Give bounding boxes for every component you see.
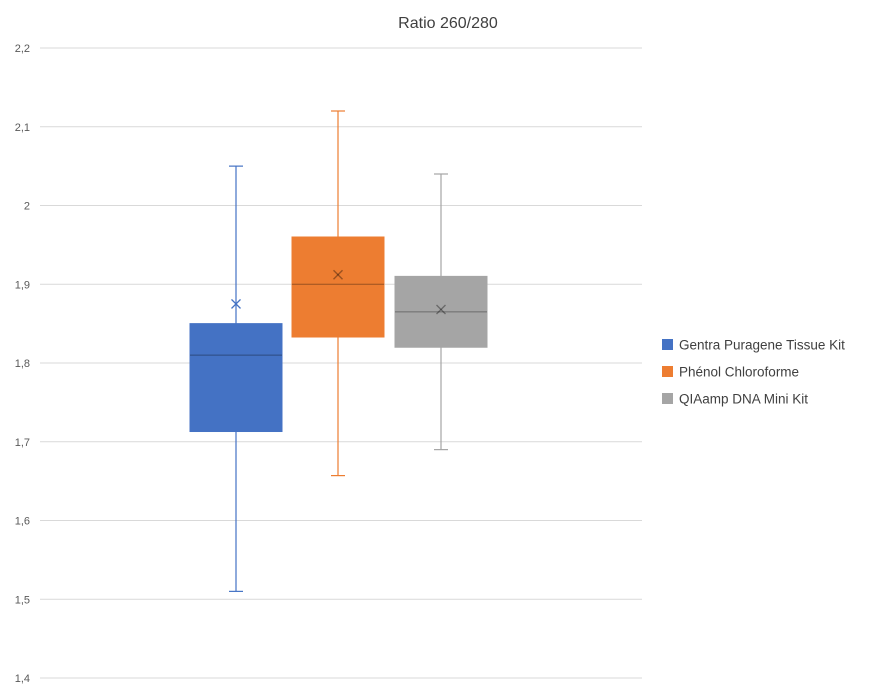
mean-marker <box>333 269 343 280</box>
iqr-box <box>394 275 488 348</box>
y-tick-label: 1,6 <box>15 516 30 528</box>
y-tick-label: 1,5 <box>15 594 30 606</box>
mean-marker <box>231 298 241 309</box>
mean-marker <box>436 304 446 315</box>
legend-label: QIAamp DNA Mini Kit <box>679 392 808 407</box>
box-series-2 <box>291 110 385 477</box>
box-series-3 <box>394 173 488 451</box>
legend-item: Gentra Puragene Tissue Kit <box>662 338 845 353</box>
y-tick-label: 1,9 <box>15 279 30 291</box>
iqr-box <box>189 323 283 433</box>
legend: Gentra Puragene Tissue Kit Phénol Chlorof… <box>662 338 845 407</box>
mean-marker-stroke <box>333 269 343 280</box>
y-axis-tick-labels: 1,4 1,5 1,6 1,7 1,8 1,9 2 2,1 2,2 <box>15 43 30 685</box>
mean-marker-stroke <box>231 298 241 309</box>
legend-item: QIAamp DNA Mini Kit <box>662 392 808 407</box>
mean-marker-stroke <box>333 269 343 280</box>
mean-marker-stroke <box>436 304 446 315</box>
legend-swatch <box>662 339 673 350</box>
legend-swatch <box>662 366 673 377</box>
box-series-layer <box>189 110 488 592</box>
y-tick-label: 1,4 <box>15 673 30 685</box>
legend-swatch <box>662 393 673 404</box>
chart-title: Ratio 260/280 <box>398 15 498 32</box>
y-tick-label: 2,1 <box>15 122 30 134</box>
gridlines <box>40 47 642 679</box>
box-series-1 <box>189 165 283 592</box>
y-tick-label: 2 <box>24 201 30 213</box>
legend-label: Phénol Chloroforme <box>679 365 799 380</box>
mean-marker-stroke <box>436 304 446 315</box>
legend-label: Gentra Puragene Tissue Kit <box>679 338 845 353</box>
iqr-box <box>291 236 385 338</box>
y-tick-label: 1,7 <box>15 437 30 449</box>
legend-item: Phénol Chloroforme <box>662 365 799 380</box>
y-tick-label: 2,2 <box>15 43 30 55</box>
y-tick-label: 1,8 <box>15 358 30 370</box>
